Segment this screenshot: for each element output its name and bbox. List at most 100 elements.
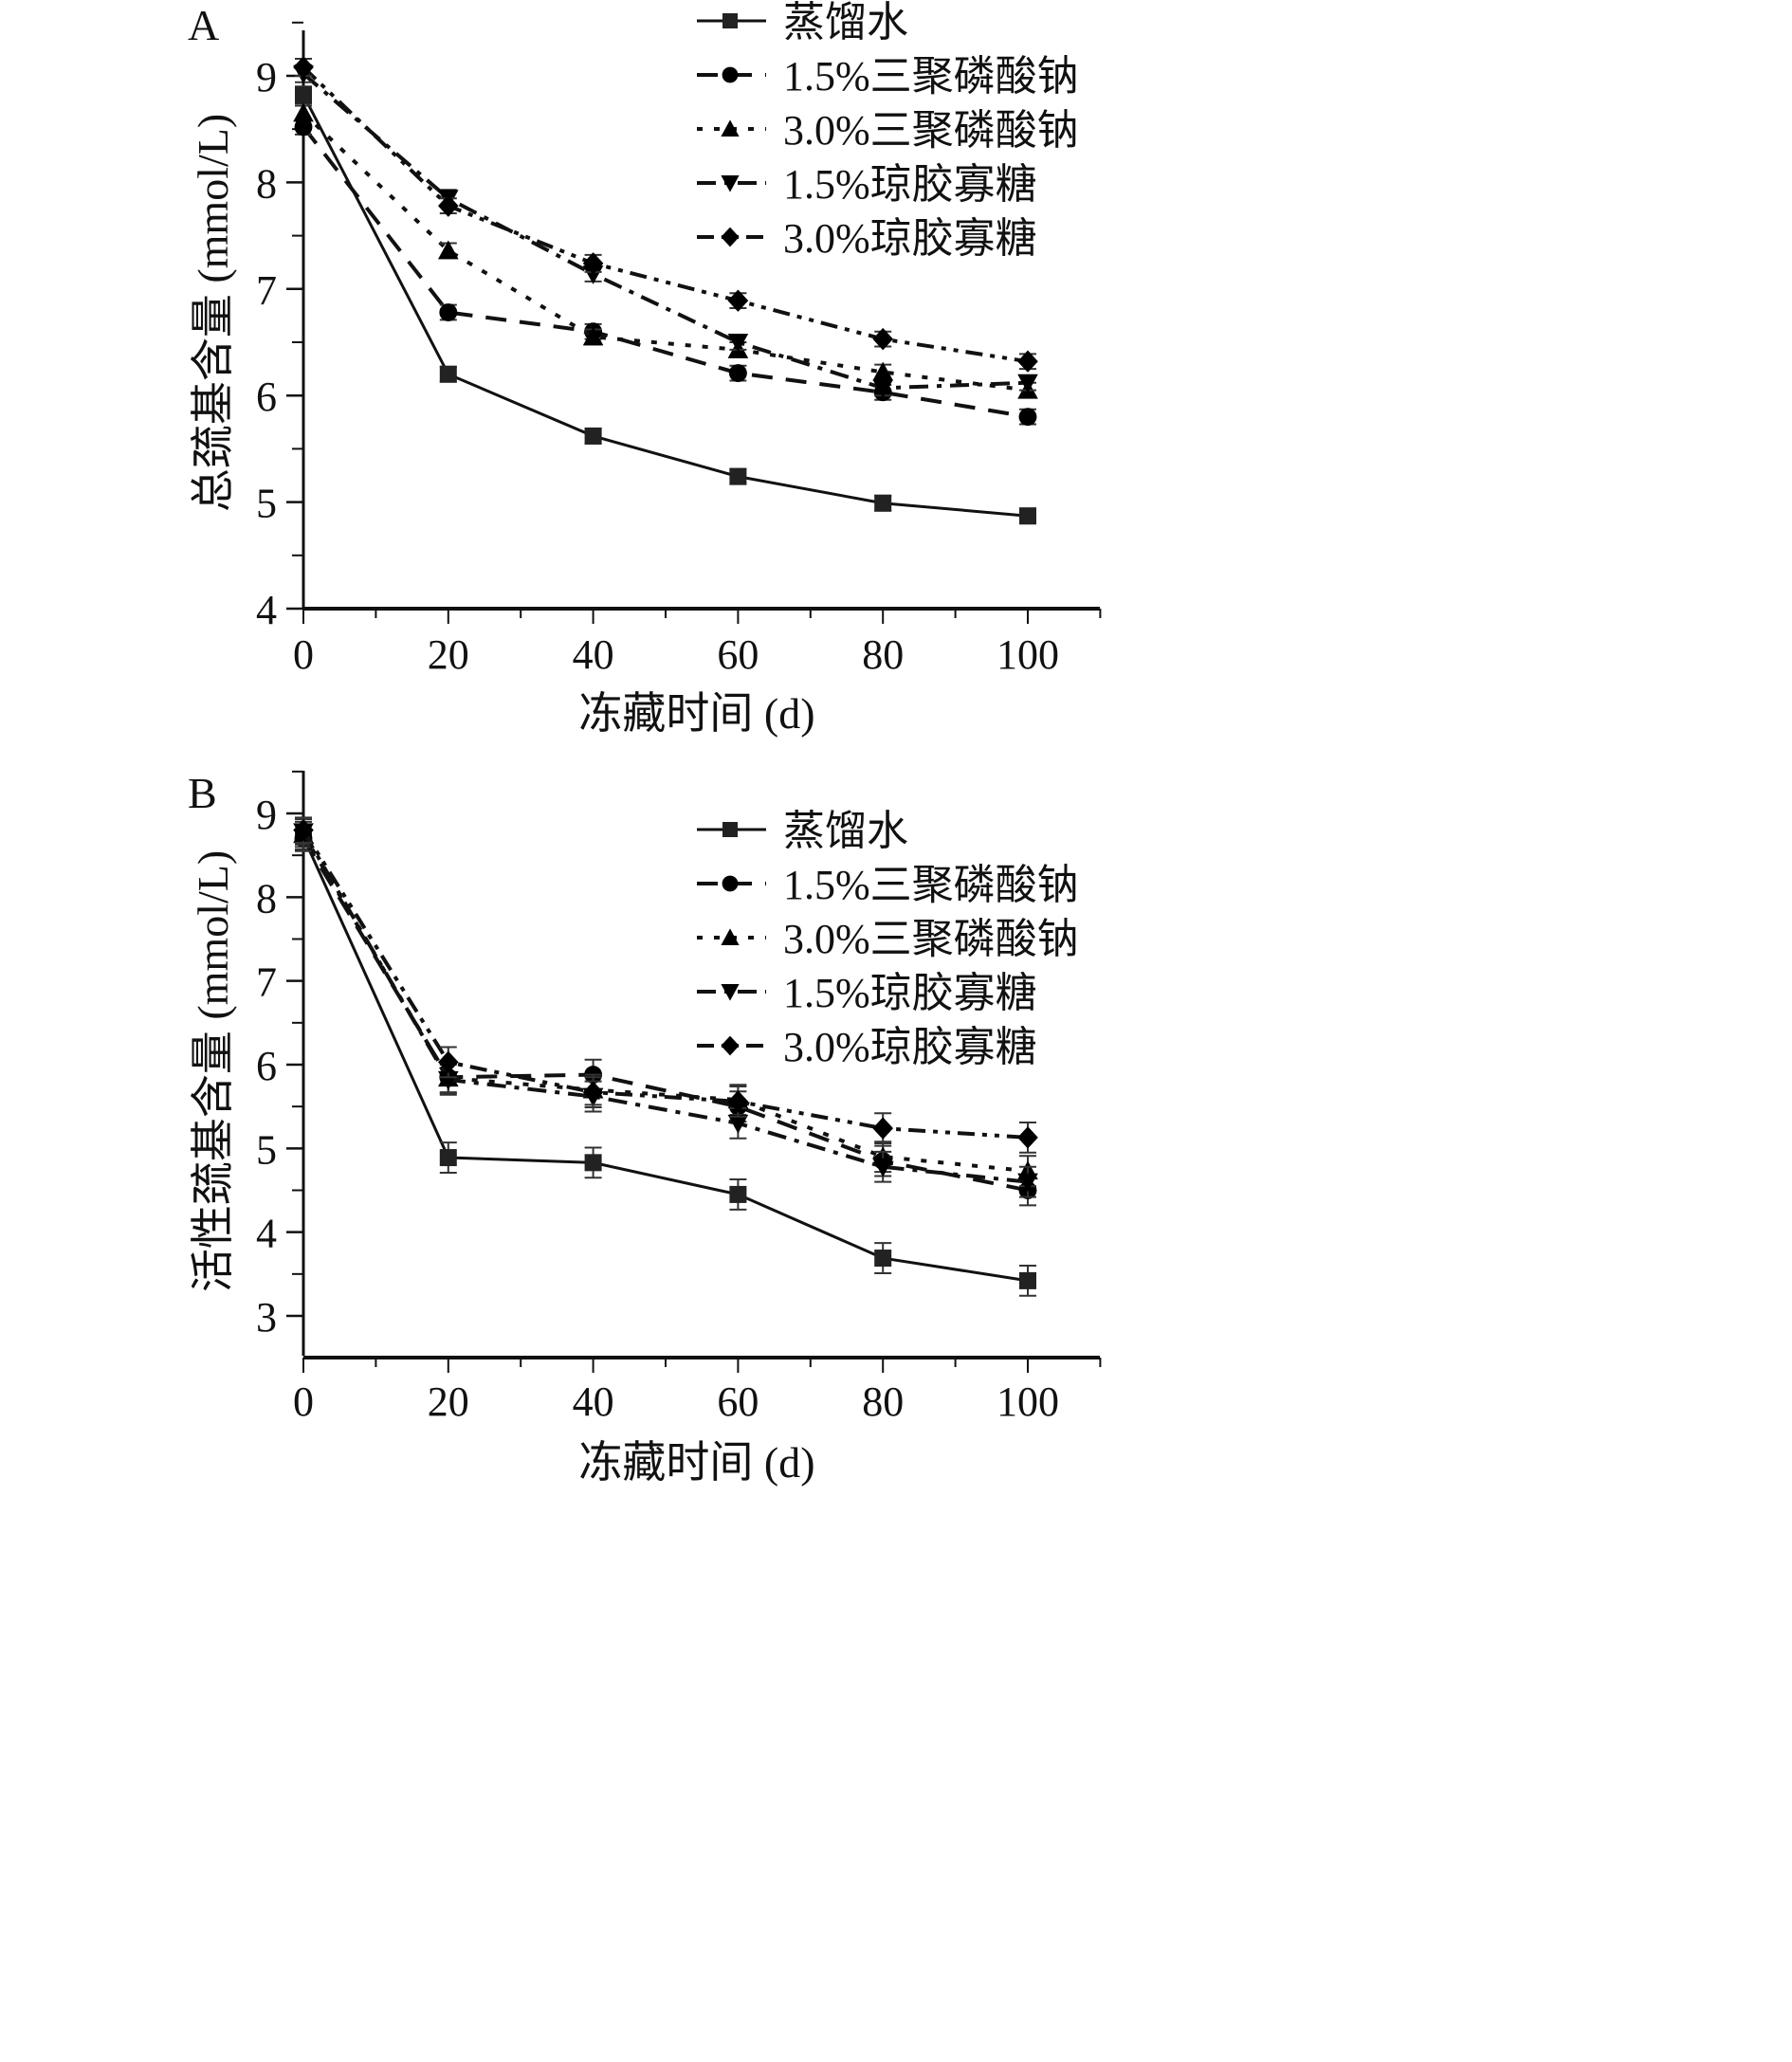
panel-a-series-4 <box>293 56 1038 373</box>
panel-a-legend-marker <box>722 66 739 83</box>
panel-a-data-point <box>1017 350 1038 373</box>
panel-a-legend-label: 1.5%琼胶寡糖 <box>783 161 1037 208</box>
panel-b-data-point <box>874 1250 892 1268</box>
panel-a-legend-marker <box>721 119 740 137</box>
panel-b-x-tick-label: 100 <box>997 1378 1059 1425</box>
panel-a-data-point <box>439 303 458 321</box>
panel-b-data-point <box>439 1149 457 1167</box>
panel-a-data-point <box>728 364 747 383</box>
panel-b-data-point <box>729 1185 747 1203</box>
panel-a-data-point <box>872 361 893 381</box>
panel-a-data-point <box>439 365 457 383</box>
panel-b-legend-label: 3.0%琼胶寡糖 <box>783 1024 1037 1070</box>
panel-b-data-point <box>438 1070 459 1090</box>
panel-b-legend-label: 蒸馏水 <box>783 808 908 854</box>
panel-b-legend-marker <box>721 1035 740 1056</box>
panel-a-label: A <box>188 1 219 49</box>
panel-b-legend-item: 1.5%琼胶寡糖 <box>697 970 1037 1016</box>
panel-b-y-axis-label: 活性巯基含量 (mmol/L) <box>189 850 237 1292</box>
panel-b-legend-marker <box>721 928 740 945</box>
panel-a-series-line <box>302 94 1029 518</box>
panel-a-legend-item: 1.5%琼胶寡糖 <box>697 161 1037 208</box>
panel-a-data-point <box>1019 507 1036 525</box>
panel-b-data-point <box>727 1114 749 1134</box>
panel-b-x-tick-label: 40 <box>573 1378 614 1425</box>
panel-a-data-point <box>582 252 604 275</box>
panel-b-x-axis-label: 冻藏时间 (d) <box>578 1438 814 1487</box>
panel-a-legend-item: 1.5%三聚磷酸钠 <box>697 53 1079 100</box>
panel-a-x-tick-label: 60 <box>717 631 759 678</box>
panel-a-x-tick-label: 40 <box>573 631 614 678</box>
panel-b-legend-marker <box>722 875 739 892</box>
panel-a-series-line <box>302 111 1029 392</box>
panel-a-data-point <box>582 326 604 346</box>
panel-a-y-tick-label: 5 <box>256 481 277 527</box>
panel-a-data-point <box>293 102 314 122</box>
panel-b-series-line <box>302 830 1029 1184</box>
panel-a-legend-item: 3.0%三聚磷酸钠 <box>697 107 1079 154</box>
panel-a-y-tick-label: 6 <box>256 374 277 420</box>
panel-b-x-tick-label: 60 <box>717 1378 759 1425</box>
panel-b-data-point <box>1017 1173 1038 1193</box>
panel-a-series-line <box>302 125 1029 419</box>
panel-a-data-point <box>438 240 459 260</box>
panel-b-series-line <box>302 829 1029 1140</box>
panel-a-data-point <box>872 379 893 399</box>
panel-a-data-point <box>872 327 893 351</box>
panel-a-legend-marker <box>721 175 740 192</box>
panel-b-y-tick-label: 6 <box>256 1043 277 1089</box>
panel-a-x-tick-label: 80 <box>862 631 904 678</box>
panel-a-x-axis-label: 冻藏时间 (d) <box>578 689 814 738</box>
panel-b-data-point <box>438 1050 459 1074</box>
panel-b-legend-item: 3.0%三聚磷酸钠 <box>697 916 1079 962</box>
panel-a-data-point <box>294 118 313 137</box>
panel-b-legend-label: 1.5%琼胶寡糖 <box>783 970 1037 1016</box>
panel-a-data-point <box>582 265 604 284</box>
panel-b-series-line <box>302 833 1029 1174</box>
panel-b-series-line <box>302 837 1029 1193</box>
panel-b-x-tick-label: 80 <box>862 1378 904 1425</box>
panel-a-x-tick-label: 0 <box>293 631 314 678</box>
panel-a-series-0 <box>295 85 1036 525</box>
panel-b-data-point <box>1017 1126 1038 1149</box>
panel-b-legend-item: 3.0%琼胶寡糖 <box>697 1024 1037 1070</box>
panel-a-x-tick-label: 100 <box>997 631 1059 678</box>
panel-a-legend-label: 3.0%琼胶寡糖 <box>783 215 1037 262</box>
panel-a-legend: 蒸馏水 1.5%三聚磷酸钠 3.0%三聚磷酸钠 1.5%琼胶寡糖 3.0%琼胶寡糖 <box>697 0 1079 262</box>
panel-b-y-tick-label: 7 <box>256 959 277 1006</box>
panel-b-data-point <box>582 1081 604 1104</box>
panel-b-legend-item: 1.5%三聚磷酸钠 <box>697 862 1079 908</box>
panel-b-x-tick-label: 0 <box>293 1378 314 1425</box>
panel-a-data-point <box>584 427 602 445</box>
panel-a-legend-label: 1.5%三聚磷酸钠 <box>783 53 1079 100</box>
panel-a-legend-label: 蒸馏水 <box>783 0 908 46</box>
panel-b-legend-label: 1.5%三聚磷酸钠 <box>783 862 1079 908</box>
panel-a-data-point <box>1018 408 1037 427</box>
panel-a-y-tick-label: 7 <box>256 267 277 314</box>
panel-b-x-tick-label: 20 <box>428 1378 469 1425</box>
panel-a-x-tick-label: 20 <box>428 631 469 678</box>
panel-a: A 4 5 6 7 8 9 0 20 40 60 80 100 冻藏时间 (d) 总巯基含量 (mm… <box>188 0 1102 738</box>
panel-a-legend-marker <box>721 227 740 247</box>
panel-a-legend-marker <box>722 13 738 28</box>
panel-b: B 3 4 5 6 7 8 9 0 20 40 60 80 100 冻藏时间 (d) 活性巯基含量 (… <box>188 769 1102 1487</box>
panel-a-legend-item: 3.0%琼胶寡糖 <box>697 215 1037 262</box>
panel-b-data-point <box>727 1090 749 1113</box>
panel-b-y-tick-label: 4 <box>256 1211 277 1257</box>
panel-a-y-tick-label: 4 <box>256 587 277 633</box>
panel-b-data-point <box>872 1158 893 1177</box>
panel-b-data-point <box>1019 1271 1036 1289</box>
panel-a-data-point <box>295 86 312 104</box>
panel-a-data-point <box>727 334 749 353</box>
panel-a-data-point <box>727 289 749 312</box>
panel-a-series-line <box>302 65 1029 364</box>
panel-b-legend-marker <box>722 822 738 837</box>
panel-b-legend: 蒸馏水 1.5%三聚磷酸钠 3.0%三聚磷酸钠 1.5%琼胶寡糖 3.0%琼胶寡糖 <box>697 808 1079 1070</box>
panel-b-y-tick-label: 8 <box>256 875 277 922</box>
panel-a-legend-label: 3.0%三聚磷酸钠 <box>783 107 1079 154</box>
panel-a-legend-item: 蒸馏水 <box>697 0 908 46</box>
panel-b-y-tick-label: 5 <box>256 1126 277 1173</box>
panel-a-data-point <box>874 494 892 512</box>
panel-b-series-4 <box>293 816 1038 1154</box>
